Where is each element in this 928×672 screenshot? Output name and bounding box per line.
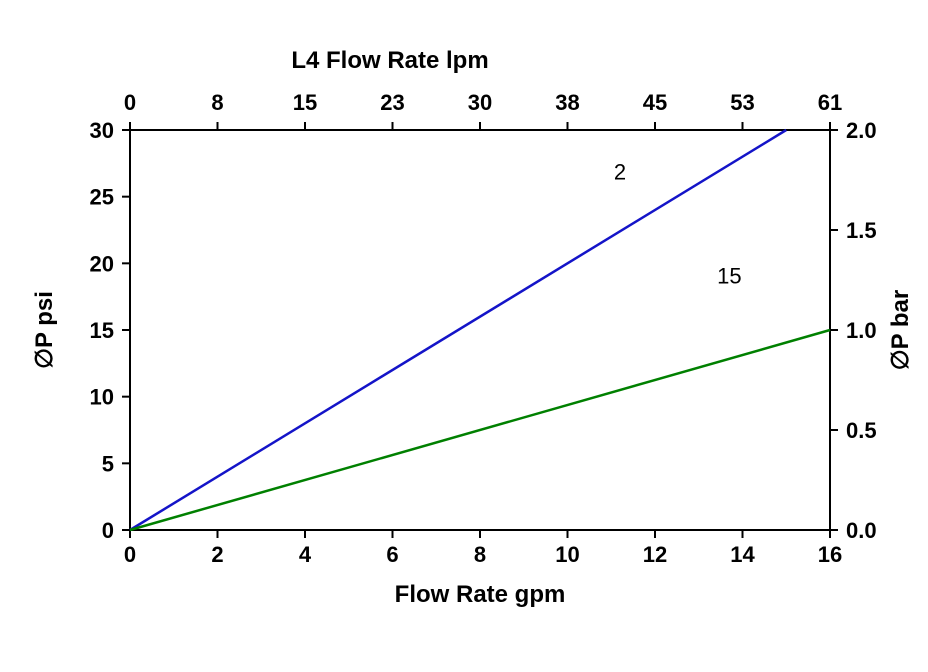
y-left-tick-label: 30 bbox=[90, 118, 114, 143]
y-left-axis-label: ∅P psi bbox=[31, 291, 58, 369]
x-top-tick-label: 61 bbox=[818, 90, 842, 115]
x-top-tick-label: 15 bbox=[293, 90, 317, 115]
y-right-tick-label: 1.5 bbox=[846, 218, 877, 243]
y-left-tick-label: 20 bbox=[90, 251, 114, 276]
series-line-15 bbox=[130, 330, 830, 530]
plot-area bbox=[130, 130, 830, 530]
x-top-tick-label: 8 bbox=[211, 90, 223, 115]
y-left-tick-label: 5 bbox=[102, 451, 114, 476]
x-top-tick-label: 30 bbox=[468, 90, 492, 115]
y-right-tick-label: 1.0 bbox=[846, 318, 877, 343]
series-label-15: 15 bbox=[717, 263, 741, 288]
chart-container: 0246810121416Flow Rate gpm08152330384553… bbox=[0, 0, 928, 672]
y-right-tick-label: 2.0 bbox=[846, 118, 877, 143]
x-bottom-tick-label: 2 bbox=[211, 542, 223, 567]
x-bottom-tick-label: 16 bbox=[818, 542, 842, 567]
x-bottom-tick-label: 12 bbox=[643, 542, 667, 567]
x-top-tick-label: 38 bbox=[555, 90, 579, 115]
y-right-tick-label: 0.5 bbox=[846, 418, 877, 443]
y-right-axis-label: ∅P bar bbox=[887, 290, 914, 371]
x-top-tick-label: 23 bbox=[380, 90, 404, 115]
y-right-tick-label: 0.0 bbox=[846, 518, 877, 543]
x-top-tick-label: 53 bbox=[730, 90, 754, 115]
x-top-axis-label: L4 Flow Rate lpm bbox=[291, 47, 488, 74]
y-left-tick-label: 0 bbox=[102, 518, 114, 543]
y-left-tick-label: 15 bbox=[90, 318, 114, 343]
series-label-2: 2 bbox=[614, 159, 626, 184]
x-top-tick-label: 0 bbox=[124, 90, 136, 115]
chart-svg: 0246810121416Flow Rate gpm08152330384553… bbox=[0, 0, 928, 672]
x-bottom-tick-label: 8 bbox=[474, 542, 486, 567]
x-top-tick-label: 45 bbox=[643, 90, 667, 115]
y-left-tick-label: 10 bbox=[90, 385, 114, 410]
x-bottom-tick-label: 10 bbox=[555, 542, 579, 567]
x-bottom-tick-label: 14 bbox=[730, 542, 755, 567]
x-bottom-tick-label: 0 bbox=[124, 542, 136, 567]
x-bottom-tick-label: 4 bbox=[299, 542, 312, 567]
y-left-tick-label: 25 bbox=[90, 185, 114, 210]
x-bottom-tick-label: 6 bbox=[386, 542, 398, 567]
series-line-2 bbox=[130, 130, 786, 530]
x-bottom-axis-label: Flow Rate gpm bbox=[395, 581, 566, 608]
